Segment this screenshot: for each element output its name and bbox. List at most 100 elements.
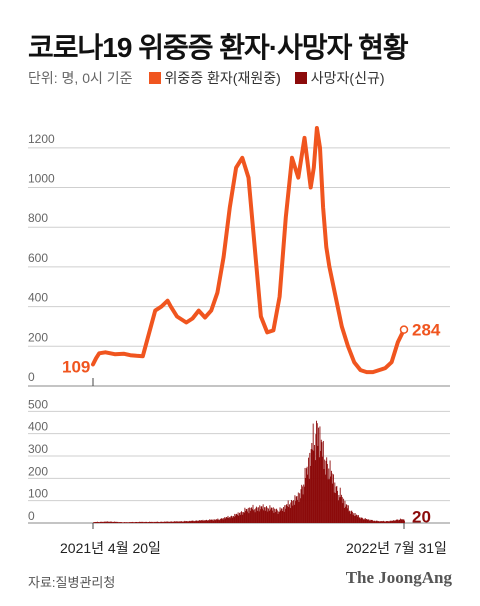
death-bar [201, 520, 203, 523]
death-bar [249, 510, 251, 523]
death-bar [314, 444, 315, 523]
death-bar [156, 521, 158, 523]
death-bar [107, 521, 109, 523]
death-bar [161, 521, 163, 523]
death-bar [126, 522, 128, 523]
death-bar [354, 512, 356, 523]
death-bar [397, 519, 399, 523]
death-bar [342, 503, 344, 523]
death-bar [154, 522, 156, 523]
death-bar [218, 519, 219, 523]
death-bar [245, 508, 247, 523]
severe-line [91, 126, 406, 375]
death-bar [138, 522, 140, 523]
source-note: 자료:질병관리청 [28, 575, 116, 590]
death-bar [351, 510, 353, 523]
death-bar [132, 522, 134, 523]
death-bar [318, 457, 320, 523]
death-bar [93, 522, 94, 523]
death-bar [193, 521, 194, 523]
death-bar [130, 522, 132, 523]
death-bar [186, 521, 188, 523]
death-bar [338, 494, 340, 523]
death-bar [284, 505, 286, 523]
death-bar [387, 521, 388, 523]
death-bar [385, 521, 387, 523]
death-bar [234, 515, 236, 523]
death-bar [108, 521, 110, 523]
death-bar [174, 521, 176, 523]
death-bar [145, 521, 147, 523]
death-bar [291, 499, 292, 523]
death-bar [205, 520, 207, 523]
death-bar [124, 522, 126, 523]
death-bar [99, 522, 100, 523]
death-bar [277, 513, 279, 523]
death-bar [329, 460, 331, 523]
death-bar [121, 522, 123, 523]
death-bar [382, 521, 384, 523]
death-bar [267, 511, 269, 523]
death-bar [285, 505, 287, 523]
death-bar [211, 519, 213, 523]
death-bar [111, 521, 113, 523]
death-bar [241, 512, 243, 523]
death-bar [347, 505, 349, 523]
y-tick-label-top: 1200 [28, 132, 55, 146]
death-bar [372, 520, 374, 523]
death-bar [297, 492, 299, 523]
death-bar [243, 512, 244, 523]
death-bar [158, 521, 160, 523]
death-bar [103, 522, 105, 523]
death-bar [134, 522, 136, 523]
death-bar [313, 450, 315, 523]
death-bar [221, 518, 223, 523]
death-bar [251, 509, 253, 523]
death-bar [139, 522, 141, 523]
y-tick-label-bottom: 200 [28, 464, 48, 478]
death-bar [131, 522, 133, 523]
death-bar [97, 521, 98, 523]
death-bar [176, 521, 178, 523]
death-bar [370, 520, 372, 523]
death-bar [322, 440, 324, 523]
death-bar [144, 522, 146, 523]
death-bar [319, 426, 321, 523]
death-bar [120, 522, 122, 523]
y-tick-label-top: 0 [28, 370, 35, 384]
death-bar [170, 521, 172, 523]
death-bar [242, 514, 244, 523]
death-bar [241, 511, 242, 523]
death-bar [230, 515, 232, 523]
death-bar [98, 522, 100, 523]
death-bar [391, 520, 393, 523]
death-bar [399, 519, 401, 523]
death-bar [290, 502, 292, 523]
y-tick-label-top: 800 [28, 211, 48, 225]
death-bar [257, 510, 259, 523]
death-bar [287, 500, 289, 523]
death-bar [299, 493, 301, 523]
death-bar [356, 515, 358, 523]
death-bar [230, 516, 232, 523]
death-bar [276, 510, 278, 523]
death-bar [123, 522, 125, 523]
death-bar [280, 508, 282, 523]
death-bar [275, 509, 277, 523]
death-bar [172, 521, 174, 523]
death-bar [345, 506, 347, 523]
death-bar [368, 520, 370, 523]
death-bar [374, 520, 376, 523]
death-bar [255, 508, 257, 523]
death-bar [166, 521, 168, 523]
death-bar [187, 521, 189, 523]
death-bar [360, 518, 361, 523]
death-bar [228, 517, 230, 523]
death-bar [357, 516, 359, 523]
death-bar [339, 497, 340, 523]
death-bar [352, 514, 354, 523]
death-bar [147, 521, 149, 523]
death-bar [301, 484, 303, 523]
death-bar [341, 497, 343, 523]
death-bar [168, 521, 169, 523]
